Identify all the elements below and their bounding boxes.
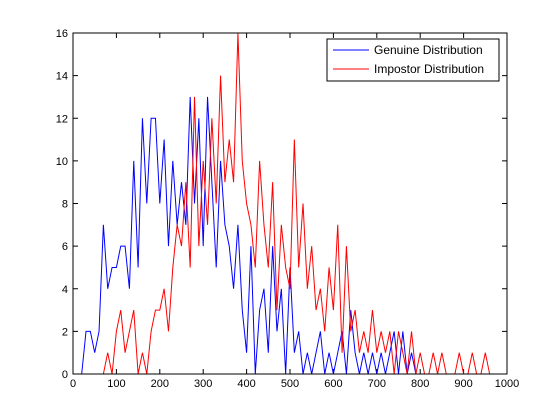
x-tick-label: 300 [194,378,212,390]
y-tick-label: 10 [56,156,68,168]
x-tick-label: 800 [411,378,429,390]
legend-box [326,38,500,82]
plot-area [73,33,507,374]
x-tick-label: 900 [454,378,472,390]
series-line [81,96,417,375]
y-tick-label: 16 [56,28,68,40]
y-tick-label: 8 [62,199,68,211]
legend-label: Genuine Distribution [374,43,483,57]
x-tick-label: 0 [70,378,76,390]
y-tick-label: 14 [56,71,68,83]
x-tick-label: 400 [237,378,255,390]
x-tick-label: 700 [368,378,386,390]
legend-label: Impostor Distribution [374,62,484,76]
y-tick-label: 4 [62,284,68,296]
x-tick-label: 600 [324,378,342,390]
y-tick-label: 12 [56,113,68,125]
x-tick-label: 500 [281,378,299,390]
x-tick-label: 100 [107,378,125,390]
x-tick-label: 200 [151,378,169,390]
y-tick-label: 6 [62,241,68,253]
x-tick-label: 1000 [495,378,519,390]
axes-box [72,32,508,375]
y-tick-label: 0 [62,369,68,381]
y-tick-label: 2 [62,326,68,338]
